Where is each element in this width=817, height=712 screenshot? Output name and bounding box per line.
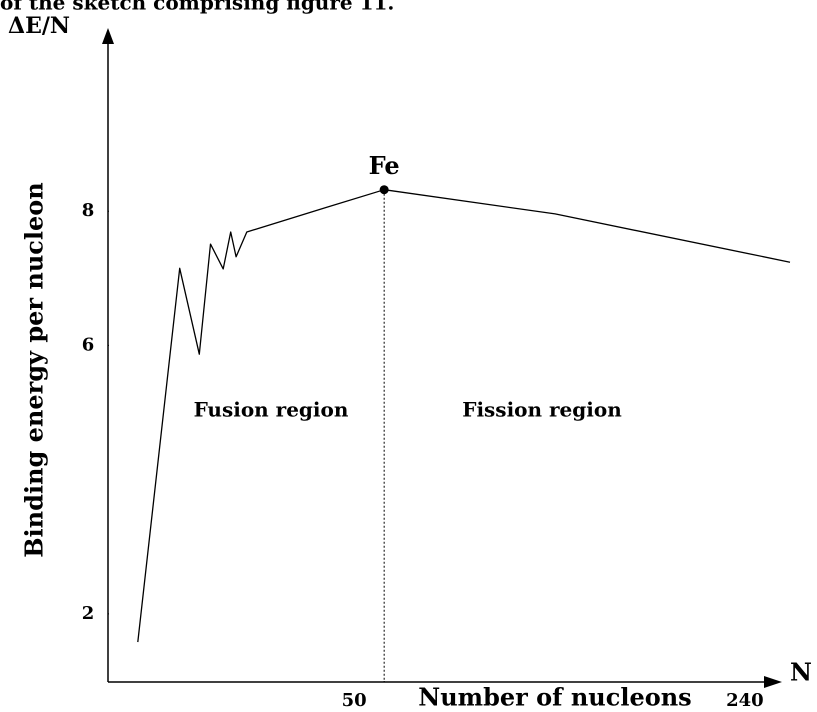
x-tick-label: 50 bbox=[342, 690, 367, 711]
caption: of the sketch comprising figure 11. bbox=[0, 0, 394, 15]
y-arrow bbox=[102, 28, 114, 44]
y-axis-label: Binding energy per nucleon bbox=[20, 182, 49, 557]
annotation: Fission region bbox=[462, 398, 622, 422]
x-axis-name: N bbox=[790, 658, 812, 687]
y-tick-label: 8 bbox=[82, 200, 95, 221]
x-tick-label: 240 bbox=[726, 690, 764, 711]
peak-point bbox=[379, 185, 389, 195]
x-arrow bbox=[764, 676, 782, 688]
x-axis-label: Number of nucleons bbox=[418, 683, 691, 712]
data-line bbox=[137, 189, 791, 643]
y-tick-label: 6 bbox=[82, 334, 95, 355]
y-axis-name: ΔE/N bbox=[8, 13, 70, 39]
y-tick-label: 2 bbox=[82, 603, 95, 624]
annotation: Fusion region bbox=[194, 398, 349, 422]
annotation: Fe bbox=[369, 151, 400, 180]
